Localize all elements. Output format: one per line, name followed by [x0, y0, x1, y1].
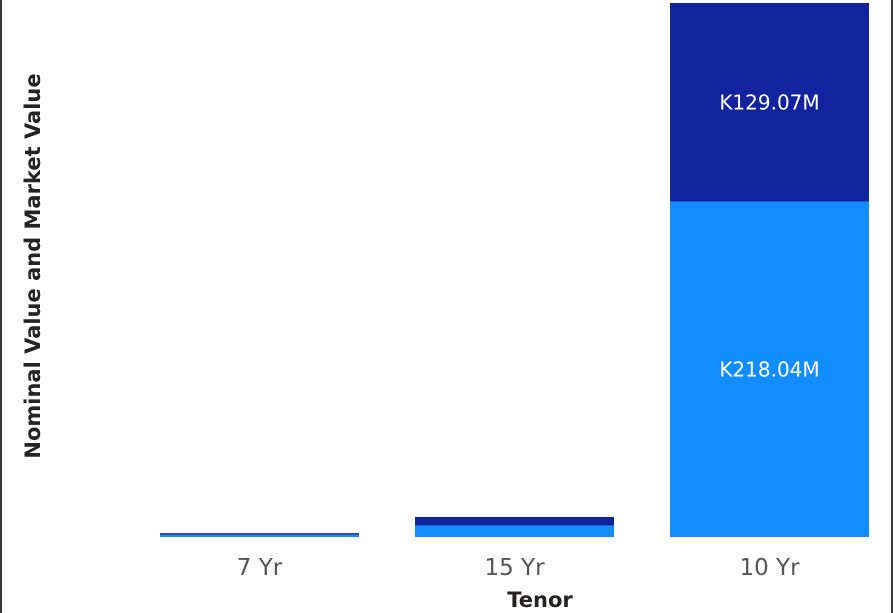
bar-segment-2-7yr[interactable] — [160, 533, 359, 535]
x-tick-label: 7 Yr — [237, 555, 283, 581]
bar-segment-2-15yr[interactable] — [415, 517, 614, 526]
y-axis-title: Nominal Value and Market Value — [21, 73, 45, 458]
data-label: K218.04M — [719, 357, 819, 381]
bars-group — [160, 3, 869, 537]
data-labels-group: K218.04M K129.07M — [719, 90, 819, 381]
bar-segment-2-10yr[interactable] — [670, 3, 869, 202]
bar-segment-1-7yr[interactable] — [160, 534, 359, 537]
x-axis-ticks: 7 Yr 15 Yr 10 Yr — [237, 555, 800, 581]
data-label: K129.07M — [719, 90, 819, 114]
x-tick-label: 10 Yr — [739, 555, 800, 581]
bar-segment-1-10yr[interactable] — [670, 201, 869, 537]
bar-segment-1-15yr[interactable] — [415, 525, 614, 537]
x-axis-title: Tenor — [507, 588, 573, 612]
x-tick-label: 15 Yr — [484, 555, 545, 581]
